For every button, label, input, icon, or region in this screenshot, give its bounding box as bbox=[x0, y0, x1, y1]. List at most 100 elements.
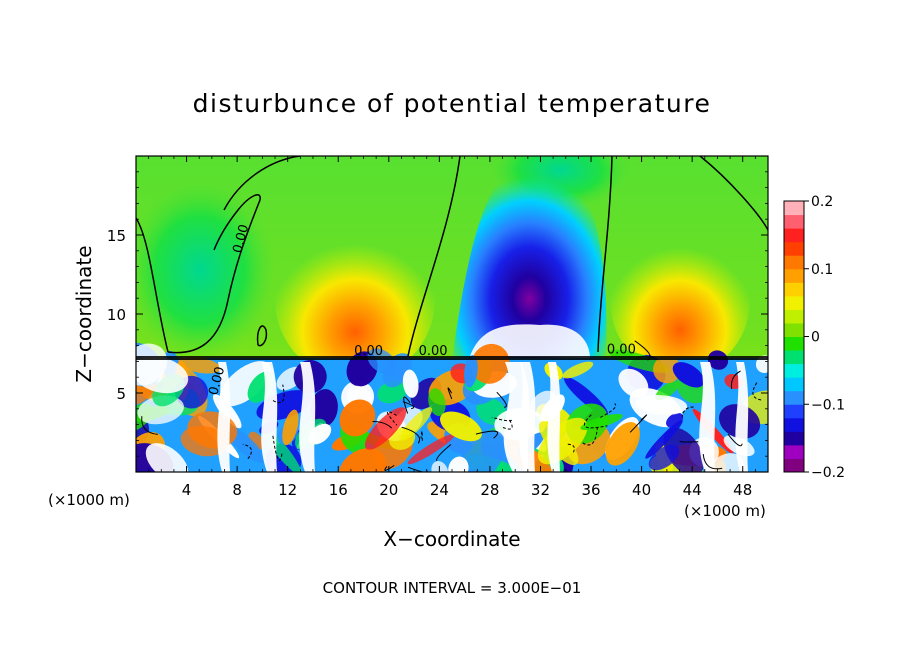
colorbar-segment bbox=[784, 255, 804, 270]
left-green-region bbox=[136, 180, 275, 360]
x-axis-label: X−coordinate bbox=[383, 527, 520, 551]
contour-line bbox=[597, 156, 613, 353]
contour-line bbox=[403, 396, 411, 414]
contour-label: 0.00 bbox=[354, 344, 383, 359]
x-tick-label: 40 bbox=[632, 481, 651, 499]
colorbar-segment bbox=[784, 282, 804, 297]
x-tick-label: 24 bbox=[430, 481, 449, 499]
colorbar-segment bbox=[784, 417, 804, 432]
turbulence-blob bbox=[440, 411, 482, 442]
y-tick-label: 15 bbox=[107, 227, 126, 245]
x-axis-ticks: 4 8 12 16 20 24 28 32 36 40 44 48 bbox=[148, 156, 756, 499]
turbulence-blob bbox=[402, 369, 419, 398]
x-tick-label: 48 bbox=[733, 481, 752, 499]
contour-line bbox=[447, 387, 453, 400]
contour-line bbox=[136, 217, 169, 353]
turbulence-blob bbox=[180, 425, 228, 457]
turbulence-blob bbox=[666, 412, 684, 428]
turbulence-blob bbox=[310, 389, 338, 427]
interface-line bbox=[136, 356, 768, 360]
contour-labels: 0.00 0.00 0.00 0.00 0.00 bbox=[206, 223, 636, 397]
contour-label: 0.00 bbox=[607, 343, 636, 358]
plume-streak bbox=[699, 362, 716, 472]
colorbar-segment bbox=[784, 214, 804, 229]
turbulence-blob bbox=[145, 443, 189, 472]
colorbar-segment bbox=[784, 201, 804, 216]
contour-line bbox=[272, 384, 285, 404]
contour-line bbox=[491, 416, 513, 422]
colorbar-segment bbox=[784, 363, 804, 378]
contour-line bbox=[242, 443, 252, 460]
contour-line bbox=[629, 414, 648, 433]
turbulence-blob bbox=[428, 388, 446, 417]
turbulence-blob bbox=[389, 427, 416, 450]
turbulence-blob bbox=[448, 456, 469, 472]
y-tick-label: 10 bbox=[107, 306, 126, 324]
colorbar-segment bbox=[784, 377, 804, 392]
contour-line bbox=[372, 420, 393, 429]
x-tick-label: 20 bbox=[379, 481, 398, 499]
colorbar-segment bbox=[784, 228, 804, 243]
x-tick-label: 28 bbox=[480, 481, 499, 499]
turbulence-blob bbox=[458, 430, 506, 472]
turbulence-blob bbox=[471, 343, 510, 384]
contour-line bbox=[141, 416, 158, 435]
turbulence-blob bbox=[464, 355, 478, 388]
turbulence-blob bbox=[338, 448, 387, 472]
colorbar-tick-label: −0.2 bbox=[811, 465, 845, 481]
x-unit-left: (×1000 m) bbox=[48, 491, 130, 509]
contour-line bbox=[752, 382, 762, 401]
turbulence-blob bbox=[707, 350, 729, 370]
plume-streak bbox=[217, 362, 231, 472]
x-tick-label: 4 bbox=[182, 481, 192, 499]
colorbar-segment bbox=[784, 350, 804, 365]
turbulence-blob bbox=[136, 356, 189, 394]
y-axis-ticks: 5 10 15 bbox=[107, 171, 768, 457]
colorbar-segment bbox=[784, 390, 804, 405]
contour-line bbox=[436, 444, 452, 461]
plume-streak bbox=[735, 362, 749, 472]
x-tick-label: 36 bbox=[581, 481, 600, 499]
turbulence-blob bbox=[605, 422, 641, 466]
colorbar-tick-label: 0.1 bbox=[811, 262, 833, 278]
contour-label: 0.00 bbox=[419, 344, 448, 359]
turbulence-blob bbox=[219, 361, 271, 407]
colorbar-segment bbox=[784, 309, 804, 324]
turbulence-blob bbox=[282, 409, 299, 446]
x-tick-label: 44 bbox=[683, 481, 702, 499]
x-tick-label: 32 bbox=[531, 481, 550, 499]
colorbar-segment bbox=[784, 322, 804, 337]
contour-line bbox=[600, 403, 617, 418]
contour-line bbox=[256, 325, 268, 347]
turbulent-lower-layer bbox=[136, 340, 768, 472]
colorbar-tick-label: 0 bbox=[811, 330, 820, 346]
turbulence-blob bbox=[645, 419, 683, 459]
contour-line bbox=[583, 414, 608, 429]
plume-streak bbox=[547, 362, 561, 472]
warm-anomaly-right bbox=[610, 225, 750, 375]
plume-streak bbox=[519, 362, 536, 472]
turbulence-blob bbox=[653, 355, 682, 384]
warm-anomaly-left bbox=[275, 220, 435, 380]
colorbar-segment bbox=[784, 431, 804, 446]
colorbar-tick-label: −0.1 bbox=[811, 397, 845, 413]
heatmap-field bbox=[136, 156, 768, 472]
turbulence-blob bbox=[648, 444, 680, 471]
colorbar-segment bbox=[784, 404, 804, 419]
contour-line bbox=[702, 454, 723, 470]
colorbar-segment bbox=[784, 444, 804, 459]
colorbar-segment bbox=[784, 295, 804, 310]
contour-line bbox=[582, 426, 598, 446]
chart-title: disturbunce of potential temperature bbox=[193, 89, 712, 118]
contour-line bbox=[386, 411, 398, 426]
contour-line bbox=[567, 443, 575, 453]
colorbar-tick-label: 0.2 bbox=[811, 194, 833, 210]
contour-interval-note: CONTOUR INTERVAL = 3.000E−01 bbox=[323, 579, 582, 597]
contour-line bbox=[730, 370, 741, 389]
contour-line bbox=[223, 156, 301, 211]
contour-label: 0.00 bbox=[230, 223, 252, 255]
contour-line bbox=[167, 194, 261, 354]
y-axis-label: Z−coordinate bbox=[72, 245, 96, 382]
contour-line bbox=[401, 426, 421, 444]
